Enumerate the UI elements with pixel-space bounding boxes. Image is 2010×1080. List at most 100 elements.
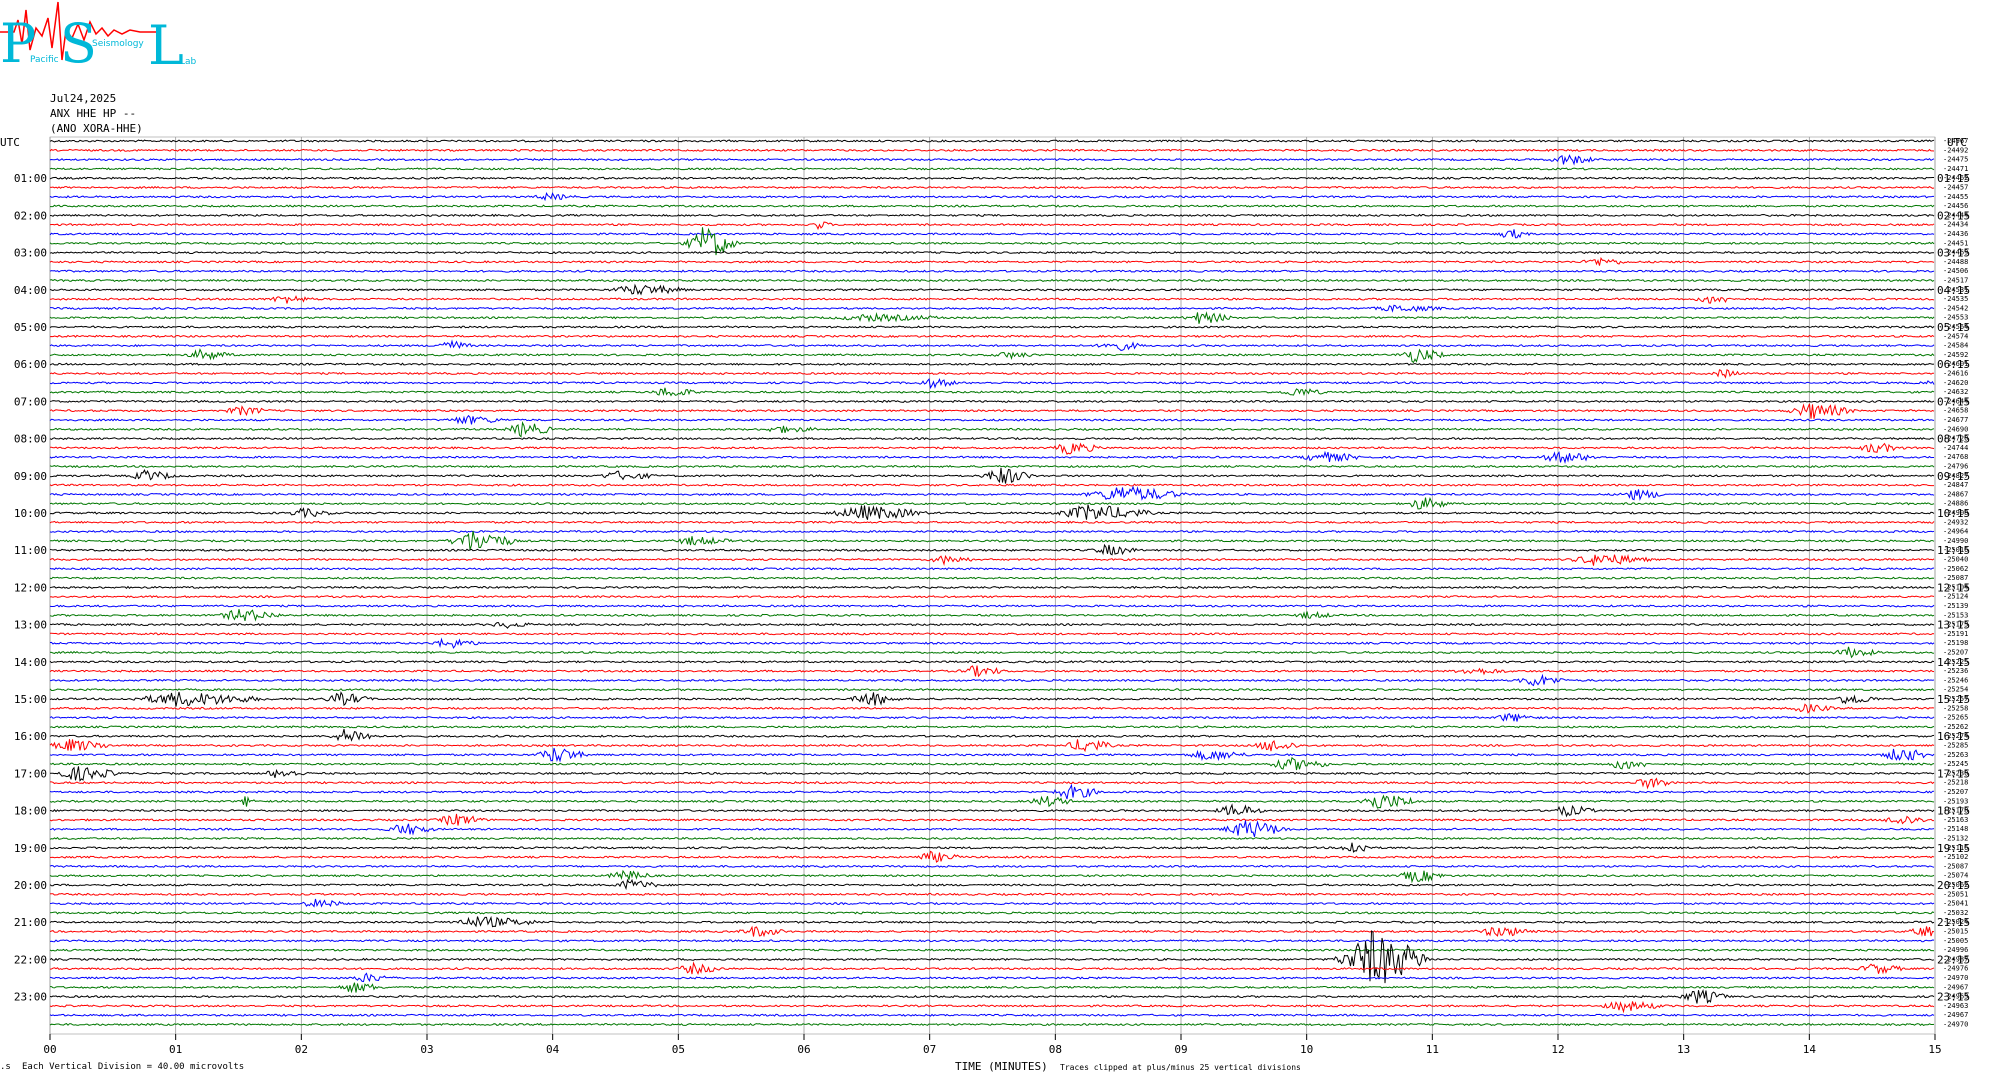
left-hour-label: 04:00 — [14, 284, 47, 297]
left-hour-label: 18:00 — [14, 805, 47, 818]
seismic-trace — [49, 665, 1935, 678]
x-tick-label: 12 — [1551, 1043, 1564, 1056]
trace-offset-label: -24967 — [1943, 1011, 1968, 1019]
trace-offset-label: -25016 — [1943, 546, 1968, 554]
trace-offset-label: -24976 — [1943, 965, 1968, 973]
seismic-trace — [49, 842, 1935, 853]
seismic-trace — [49, 850, 1935, 863]
seismic-trace — [49, 988, 1935, 1004]
seismic-trace — [49, 269, 1935, 273]
trace-offset-label: -24967 — [1943, 983, 1968, 991]
seismic-trace — [49, 632, 1935, 636]
trace-offset-label: -25263 — [1943, 751, 1968, 759]
seismic-trace — [49, 660, 1935, 664]
seismic-trace — [49, 414, 1935, 425]
logo-trace — [0, 1, 160, 61]
logo-letter-l: L — [148, 14, 184, 77]
left-hour-label: 17:00 — [14, 767, 47, 780]
trace-offset-label: -24584 — [1943, 342, 1968, 350]
x-tick-label: 13 — [1677, 1043, 1690, 1056]
trace-offset-label: -24564 — [1943, 323, 1968, 331]
seismic-trace — [49, 278, 1935, 283]
trace-offset-label: -25173 — [1943, 621, 1968, 629]
trace-offset-label: -24436 — [1943, 230, 1968, 238]
right-hour-label: 19:15 — [1937, 842, 1970, 855]
seismic-trace — [49, 604, 1935, 608]
trace-offset-label: -25062 — [1943, 881, 1968, 889]
seismic-trace — [50, 304, 1935, 313]
trace-offset-label: -24434 — [1943, 221, 1968, 229]
trace-offset-label: -24455 — [1943, 193, 1968, 201]
left-hour-label: 05:00 — [14, 321, 47, 334]
seismic-trace — [49, 691, 1935, 707]
trace-offset-label: -25285 — [1943, 742, 1968, 750]
trace-offset-label: -24535 — [1943, 295, 1968, 303]
left-hour-label: 19:00 — [14, 842, 47, 855]
seismic-trace — [49, 673, 1935, 687]
seismic-trace — [49, 154, 1935, 166]
seismic-trace — [49, 399, 1935, 404]
left-hour-label: 21:00 — [14, 916, 47, 929]
seismic-trace — [49, 369, 1935, 379]
trace-offset-label: -24932 — [1943, 518, 1968, 526]
seismic-trace — [49, 483, 1934, 487]
trace-offset-label: -25051 — [1943, 890, 1968, 898]
trace-offset-label: -24827 — [1943, 472, 1968, 480]
right-hour-label: 03:15 — [1937, 247, 1970, 260]
seismic-trace — [49, 892, 1935, 896]
seismic-trace — [49, 251, 1935, 255]
left-hour-label: 11:00 — [14, 544, 47, 557]
trace-offset-label: -25207 — [1943, 649, 1968, 657]
trace-offset-label: -24444 — [1943, 211, 1968, 219]
seismic-trace — [49, 485, 1935, 501]
x-tick-label: 04 — [546, 1043, 560, 1056]
right-axis-title: UTC — [1947, 136, 1967, 149]
right-hour-label: 15:15 — [1937, 693, 1970, 706]
trace-offset-label: -25074 — [1943, 872, 1968, 880]
seismic-trace — [49, 529, 1935, 534]
trace-offset-label: -25218 — [1943, 779, 1968, 787]
right-hour-label: 06:15 — [1937, 358, 1970, 371]
seismic-trace — [49, 339, 1935, 351]
seismic-trace — [49, 869, 1935, 884]
trace-offset-label: -24471 — [1943, 165, 1968, 173]
seismic-trace — [49, 820, 1935, 837]
seismic-trace — [49, 930, 1935, 984]
x-tick-label: 07 — [923, 1043, 936, 1056]
seismic-trace — [49, 283, 1935, 296]
trace-offset-label: -25132 — [1943, 835, 1968, 843]
seismic-trace — [49, 836, 1935, 841]
seismic-trace — [49, 567, 1935, 571]
seismic-trace — [49, 213, 1935, 218]
trace-offset-label: -24987 — [1943, 955, 1968, 963]
seismic-trace — [49, 585, 1935, 590]
left-hour-label: 07:00 — [14, 395, 47, 408]
seismic-trace — [49, 1022, 1935, 1027]
logo-word-pacific: Pacific — [30, 55, 59, 65]
trace-offset-label: -24531 — [1943, 286, 1968, 294]
trace-offset-label: -25193 — [1943, 797, 1968, 805]
trace-offset-label: -25262 — [1943, 723, 1968, 731]
left-hour-label: 03:00 — [14, 247, 47, 260]
left-hour-label: 15:00 — [14, 693, 47, 706]
trace-offset-label: -25024 — [1943, 918, 1968, 926]
trace-offset-label: -24970 — [1943, 1021, 1968, 1029]
x-tick-label: 03 — [420, 1043, 433, 1056]
right-hour-label: 16:15 — [1937, 730, 1970, 743]
trace-offset-label: -25153 — [1943, 611, 1968, 619]
seismic-trace — [49, 148, 1935, 152]
trace-offset-label: -24644 — [1943, 397, 1968, 405]
trace-offset-label: -24475 — [1943, 156, 1968, 164]
right-hour-label: 20:15 — [1937, 879, 1970, 892]
trace-offset-label: -25225 — [1943, 658, 1968, 666]
right-hour-label: 13:15 — [1937, 619, 1970, 632]
seismic-trace — [49, 688, 1935, 692]
axis-labels: 00 01 02 03 04 05 06 07 08 09 10 11 12 13 14 15-24967-2… — [14, 137, 1970, 1056]
logo-letter-p: P — [0, 12, 36, 75]
left-hour-label: 09:00 — [14, 470, 47, 483]
trace-offset-label: -24867 — [1943, 490, 1968, 498]
seismic-trace — [49, 725, 1935, 729]
seismic-trace — [49, 713, 1935, 722]
seismic-trace — [49, 139, 1935, 143]
